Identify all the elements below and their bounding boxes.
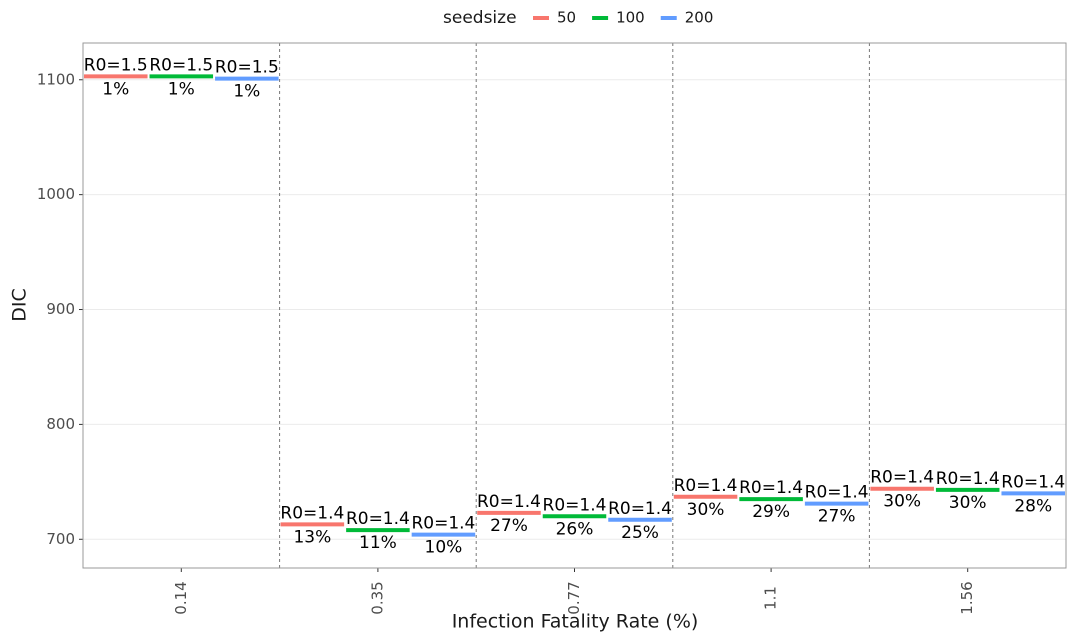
r0-label: R0=1.4 bbox=[739, 478, 803, 498]
pct-label: 1% bbox=[102, 79, 129, 99]
plot-panel bbox=[83, 43, 1066, 568]
x-tick-label: 0.35 bbox=[368, 581, 386, 614]
r0-label: R0=1.4 bbox=[674, 476, 738, 496]
r0-label: R0=1.4 bbox=[870, 468, 934, 488]
pct-label: 30% bbox=[949, 493, 987, 513]
r0-label: R0=1.4 bbox=[346, 509, 410, 529]
r0-label: R0=1.5 bbox=[215, 58, 279, 78]
legend-label: 200 bbox=[685, 9, 714, 27]
r0-label: R0=1.5 bbox=[84, 55, 148, 75]
y-tick-label: 700 bbox=[46, 530, 75, 548]
x-tick-label: 0.77 bbox=[565, 581, 583, 614]
r0-label: R0=1.4 bbox=[477, 492, 541, 512]
x-axis-title: Infection Fatality Rate (%) bbox=[452, 611, 699, 633]
pct-label: 27% bbox=[818, 507, 856, 527]
r0-label: R0=1.5 bbox=[149, 55, 213, 75]
pct-label: 26% bbox=[556, 519, 594, 539]
pct-label: 1% bbox=[168, 79, 195, 99]
legend-label: 100 bbox=[616, 9, 645, 27]
x-tick-label: 1.1 bbox=[762, 586, 780, 610]
y-tick-label: 900 bbox=[46, 300, 75, 318]
r0-label: R0=1.4 bbox=[805, 483, 869, 503]
pct-label: 13% bbox=[293, 527, 331, 547]
r0-label: R0=1.4 bbox=[411, 514, 475, 534]
r0-label: R0=1.4 bbox=[1001, 472, 1065, 492]
pct-label: 10% bbox=[425, 538, 463, 558]
pct-label: 27% bbox=[490, 516, 528, 536]
x-tick-label: 1.56 bbox=[958, 581, 976, 614]
pct-label: 29% bbox=[752, 502, 790, 522]
legend-title: seedsize bbox=[443, 8, 517, 28]
y-tick-label: 1100 bbox=[37, 70, 75, 88]
legend-label: 50 bbox=[557, 9, 576, 27]
pct-label: 30% bbox=[687, 500, 725, 520]
r0-label: R0=1.4 bbox=[280, 503, 344, 523]
pct-label: 30% bbox=[883, 492, 921, 512]
y-tick-label: 800 bbox=[46, 415, 75, 433]
pct-label: 25% bbox=[621, 523, 659, 543]
panel-border bbox=[82, 42, 1067, 569]
r0-label: R0=1.4 bbox=[543, 495, 607, 515]
y-tick-label: 1000 bbox=[37, 185, 75, 203]
pct-label: 28% bbox=[1014, 496, 1052, 516]
x-tick-label: 0.14 bbox=[172, 581, 190, 614]
y-axis-title: DIC bbox=[9, 288, 31, 322]
r0-label: R0=1.4 bbox=[608, 499, 672, 519]
pct-label: 1% bbox=[233, 82, 260, 102]
r0-label: R0=1.4 bbox=[936, 469, 1000, 489]
pct-label: 11% bbox=[359, 533, 397, 553]
